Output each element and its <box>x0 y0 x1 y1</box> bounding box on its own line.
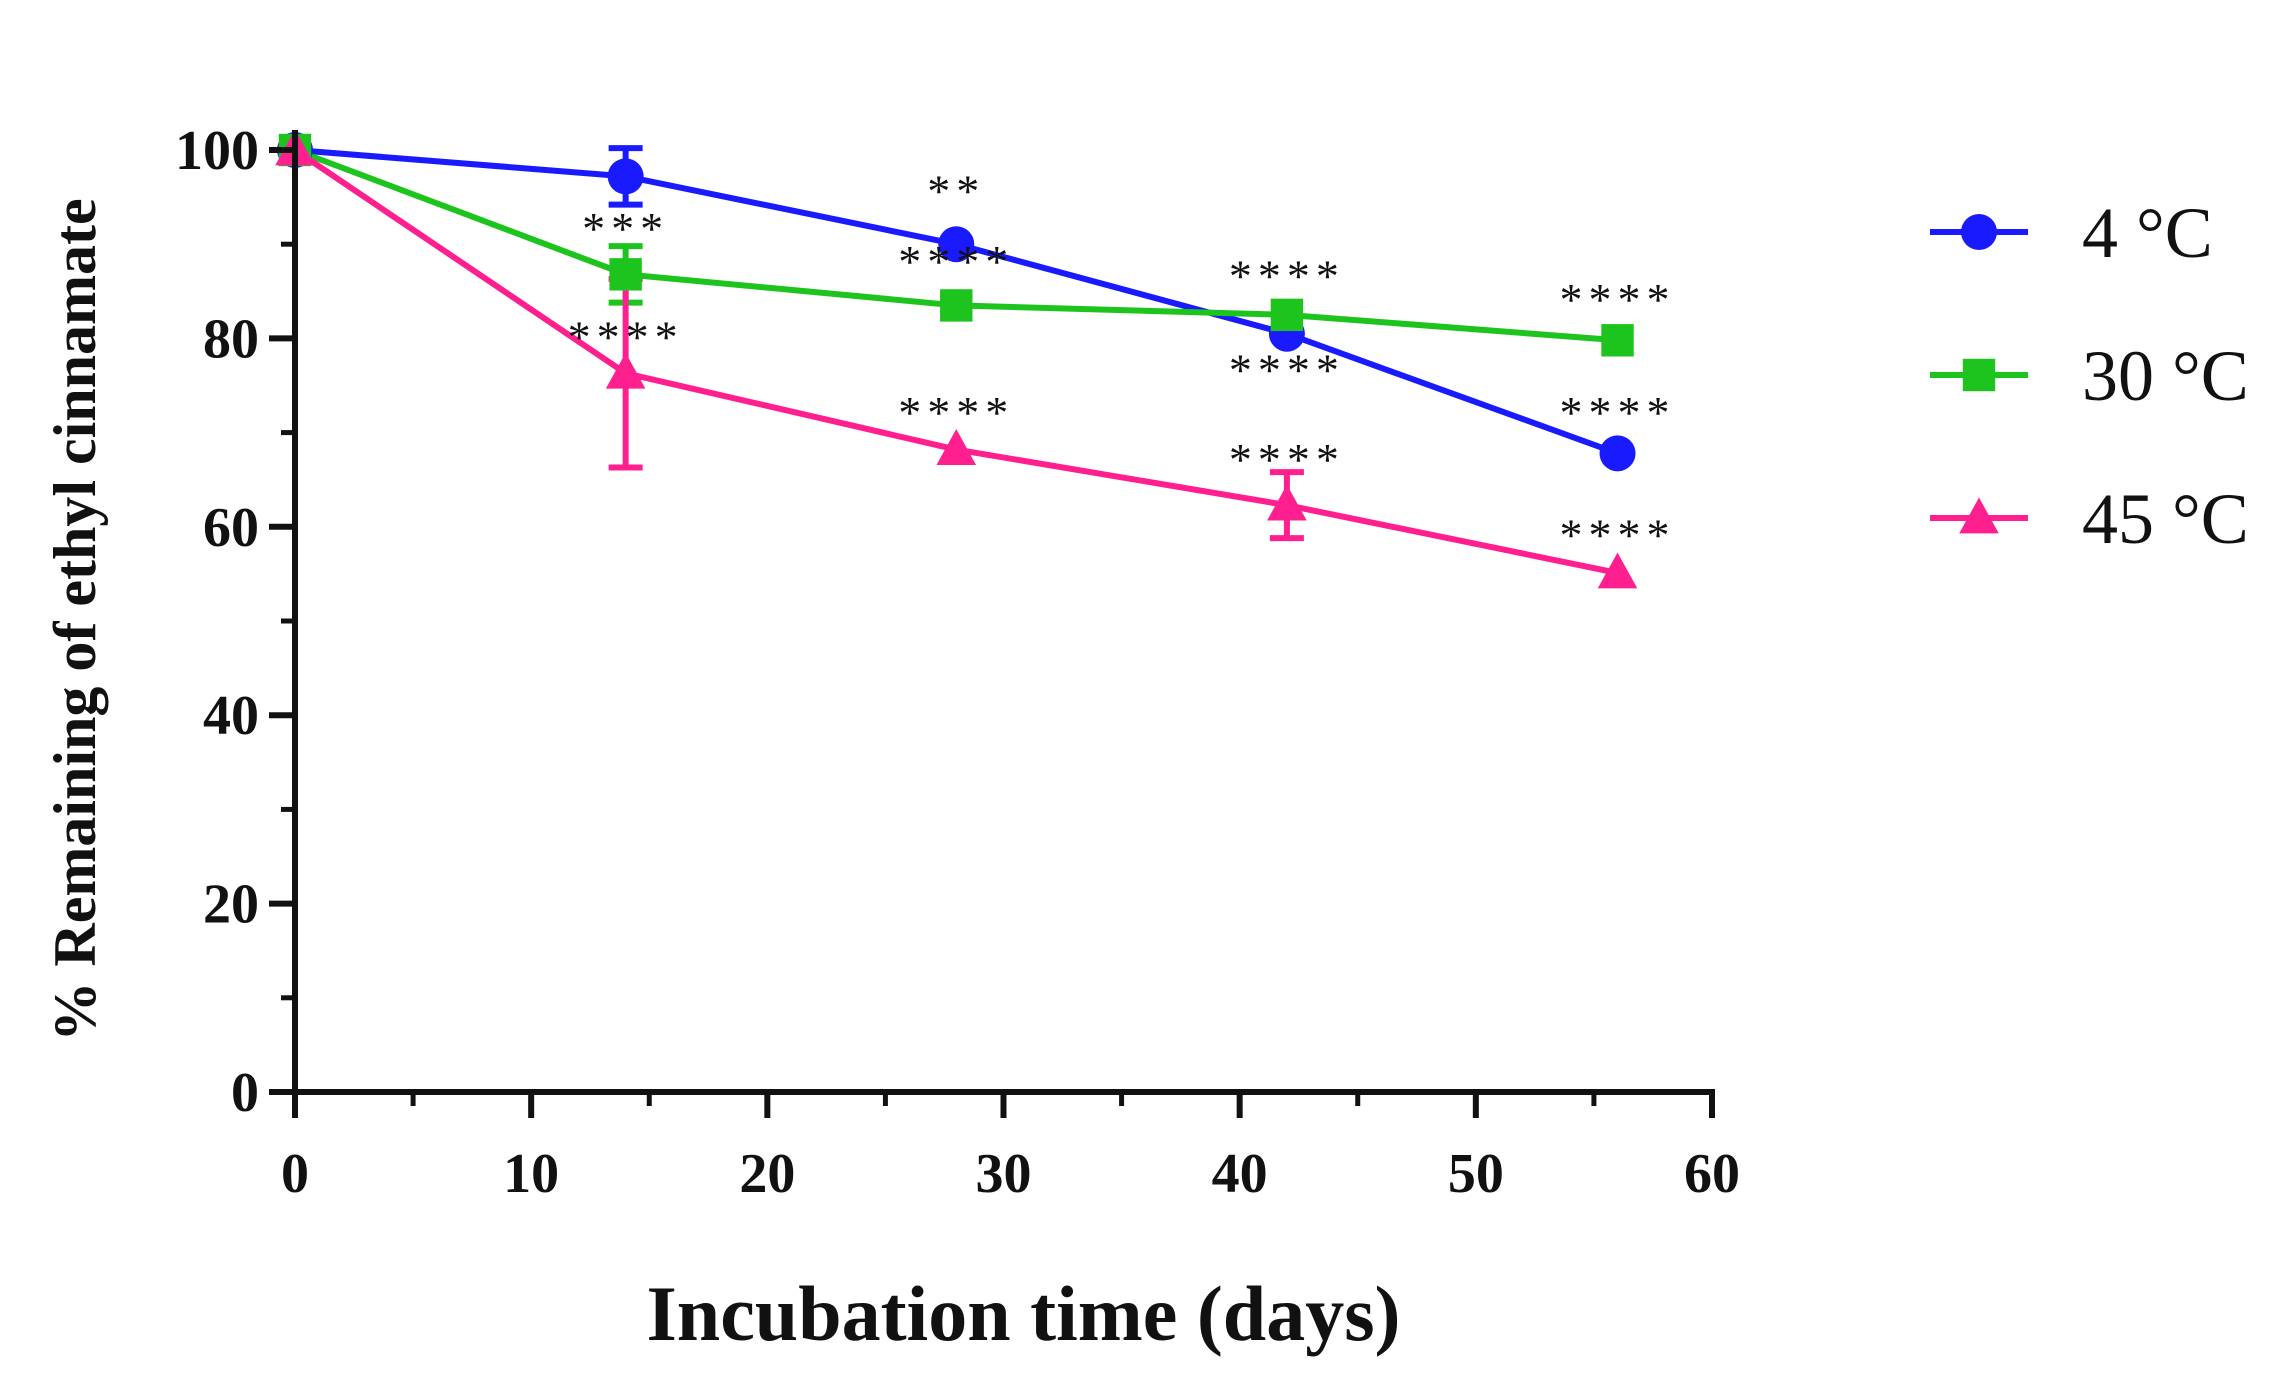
significance-label-4: **** <box>898 387 1014 438</box>
data-point-s1-p4 <box>1601 324 1634 357</box>
significance-label-9: **** <box>1560 387 1676 438</box>
x-tick-label: 40 <box>1212 1143 1268 1205</box>
y-tick-label: 60 <box>203 497 259 559</box>
significance-label-5: **** <box>1229 250 1345 301</box>
significance-label-3: **** <box>898 236 1014 287</box>
significance-label-0: *** <box>582 203 669 254</box>
data-point-s0-p2 <box>938 226 975 263</box>
axes: 0 10 20 30 40 50 60 0 20 40 60 80 100 Incubation time… <box>42 120 1740 1357</box>
legend: 4 °C 30 °C 45 °C <box>1930 193 2249 559</box>
significance-label-10: **** <box>1560 509 1676 560</box>
x-tick-label: 30 <box>976 1143 1032 1205</box>
x-tick-label: 50 <box>1448 1143 1504 1205</box>
legend-label-0: 4 °C <box>2082 193 2213 273</box>
data-point-s2-p2 <box>936 429 977 465</box>
data-point-s1-p3 <box>1270 298 1304 332</box>
x-tick-label: 10 <box>503 1143 559 1205</box>
significance-label-8: **** <box>1560 274 1676 325</box>
legend-label-2: 45 °C <box>2082 479 2249 559</box>
x-tick-label: 0 <box>281 1143 309 1205</box>
y-axis-title: % Remaining of ethyl cinnamate <box>42 198 108 1041</box>
y-tick-label: 80 <box>203 308 259 370</box>
legend-label-1: 30 °C <box>2082 336 2249 416</box>
significance-label-7: **** <box>1229 434 1345 485</box>
y-tick-label: 0 <box>231 1062 259 1124</box>
significance-label-6: **** <box>1229 345 1345 396</box>
significance-label-2: ** <box>927 166 985 217</box>
significance-label-1: **** <box>568 312 684 363</box>
y-tick-label: 100 <box>175 120 259 182</box>
legend-marker-2 <box>1959 497 1999 534</box>
significance-annotations: ****************************************… <box>568 166 1676 561</box>
data-point-s1-p1 <box>609 258 642 291</box>
data-point-s0-p4 <box>1599 435 1636 472</box>
data-point-s2-p3 <box>1267 484 1307 521</box>
y-tick-label: 40 <box>203 685 259 747</box>
x-tick-label: 60 <box>1684 1143 1740 1205</box>
x-axis-title: Incubation time (days) <box>646 1270 1400 1357</box>
data-point-s2-p4 <box>1597 552 1638 589</box>
data-point-s1-p2 <box>940 289 973 322</box>
legend-marker-1 <box>1962 358 1996 392</box>
legend-marker-0 <box>1961 214 1997 250</box>
data-point-s2-p1 <box>605 352 646 389</box>
data-point-s0-p1 <box>607 158 644 195</box>
y-tick-label: 20 <box>203 874 259 936</box>
x-tick-label: 20 <box>739 1143 795 1205</box>
